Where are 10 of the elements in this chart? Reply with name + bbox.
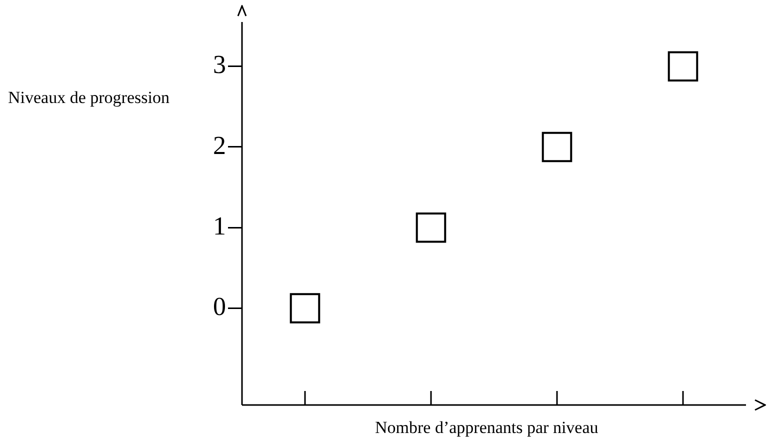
y-axis-title: Niveaux de progression: [8, 87, 170, 109]
point: [542, 132, 572, 162]
y-tick-label: 1: [213, 211, 226, 240]
point: [416, 212, 446, 243]
y-tick-label: 2: [213, 130, 226, 160]
point: [290, 293, 320, 324]
point: [668, 51, 698, 82]
y-tick-label: 0: [213, 292, 226, 322]
x-axis-title: Nombre d’apprenants par niveau: [375, 418, 598, 438]
y-tick-label: 3: [213, 50, 226, 80]
